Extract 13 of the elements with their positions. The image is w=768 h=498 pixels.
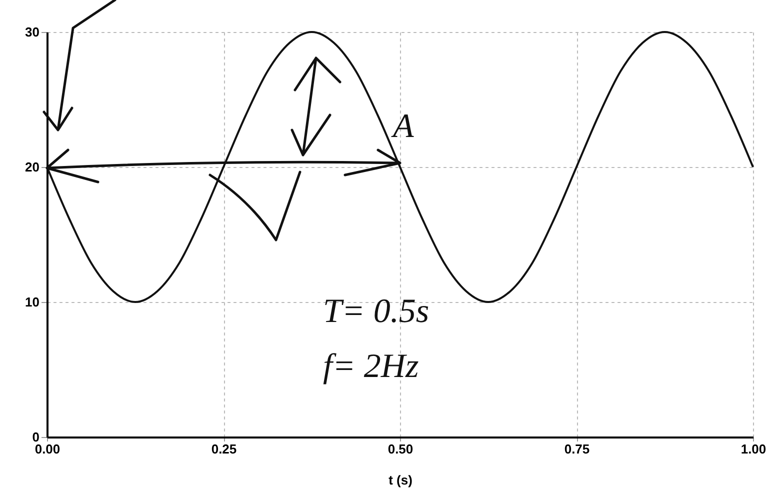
y-tick-label: 30 xyxy=(25,24,40,40)
x-tick-label: 0.25 xyxy=(211,442,237,456)
x-axis-title: t (s) xyxy=(388,472,412,488)
x-tick-label: 0.00 xyxy=(34,442,60,456)
y-tick-label: 10 xyxy=(25,294,40,310)
annotation: A xyxy=(391,108,414,145)
annotation: f= 2Hz xyxy=(323,348,419,385)
x-tick-label: 0.50 xyxy=(388,442,414,456)
y-tick-label: 0 xyxy=(32,430,40,444)
x-tick-label: 0.75 xyxy=(564,442,590,456)
annotation: T= 0.5s xyxy=(323,293,430,330)
y-tick-label: 20 xyxy=(25,160,40,174)
x-tick-label: 1.00 xyxy=(740,442,766,456)
